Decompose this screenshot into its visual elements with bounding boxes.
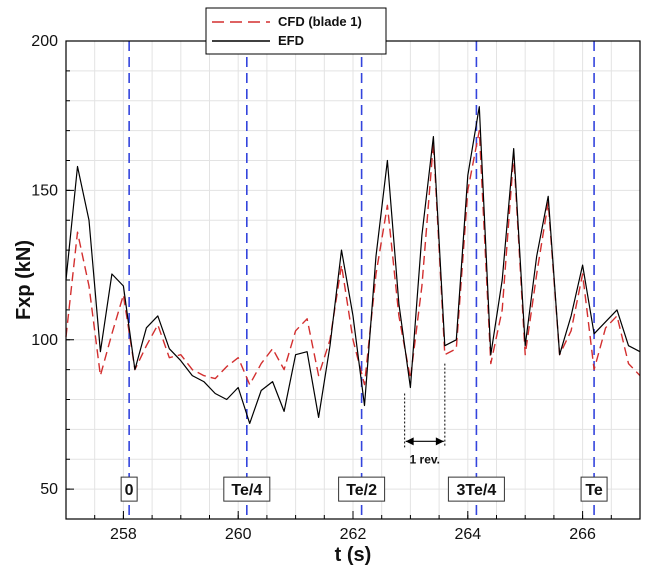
x-tick-label: 258	[110, 526, 137, 543]
period-label-box	[580, 476, 608, 502]
legend: CFD (blade 1) EFD	[205, 7, 387, 55]
rev-arrow-head-left	[405, 437, 414, 446]
rev-label: 1 rev.	[410, 452, 440, 466]
x-tick-label: 260	[225, 526, 252, 543]
period-label: 0	[125, 482, 134, 499]
y-tick-label: 50	[40, 481, 58, 498]
legend-box	[205, 7, 387, 55]
period-label: Te	[585, 482, 603, 499]
y-tick-label: 150	[31, 182, 58, 199]
y-tick-label: 200	[31, 33, 58, 50]
x-tick-label: 262	[340, 526, 367, 543]
period-label: 3Te/4	[457, 482, 497, 499]
period-label-box	[223, 476, 271, 502]
axis-ticks: 258 260 262 264 266 50 100 150 200	[31, 33, 641, 543]
period-label-box	[447, 476, 505, 502]
x-tick-label: 264	[454, 526, 481, 543]
series-lines	[65, 106, 641, 424]
y-tick-label: 100	[31, 332, 58, 349]
period-label: Te/2	[346, 482, 377, 499]
period-label: Te/4	[231, 482, 262, 499]
series-line-cfd	[65, 129, 641, 386]
series-line-efd	[65, 106, 641, 424]
period-label-box	[338, 476, 386, 502]
x-tick-label: 266	[569, 526, 596, 543]
rev-arrow-head-right	[435, 437, 444, 446]
period-label-box	[120, 476, 138, 502]
x-axis-title: t (s)	[335, 544, 372, 566]
legend-cfd-label: CFD (blade 1)	[278, 14, 362, 29]
legend-efd-label: EFD	[278, 33, 304, 48]
revolution-annotation: 0 Te/4 Te/2 3Te/4 Te 1 rev.	[120, 363, 608, 502]
y-axis-title: Fxp (kN)	[13, 240, 35, 320]
